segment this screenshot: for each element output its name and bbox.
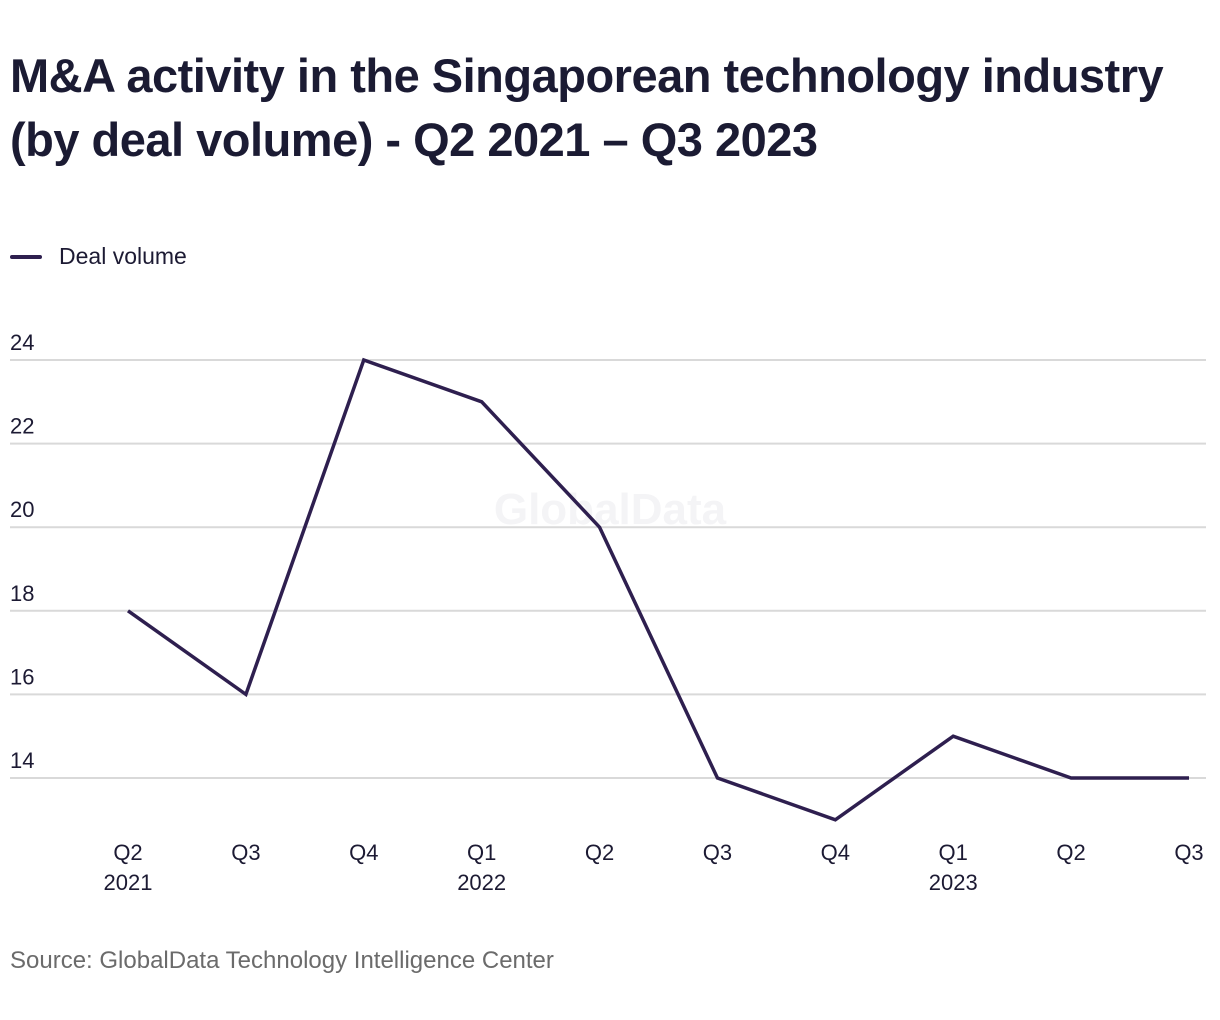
x-tick-label: Q1	[467, 840, 496, 865]
watermark: GlobalData	[494, 485, 727, 534]
series	[126, 357, 1189, 822]
x-tick-label: Q1	[939, 840, 968, 865]
y-tick-label: 14	[10, 748, 34, 773]
x-tick-year-label: 2021	[104, 870, 153, 895]
series-line-deal-volume	[126, 357, 1189, 822]
x-tick-label: Q2	[585, 840, 614, 865]
y-tick-label: 24	[10, 330, 34, 355]
gridlines	[10, 359, 1206, 779]
x-tick-year-label: 2023	[929, 870, 978, 895]
y-axis: 14 16 18 20 22 24	[10, 330, 34, 773]
chart-title: M&A activity in the Singaporean technolo…	[10, 49, 1164, 166]
x-axis: Q2 2021 Q3 Q4 Q1 2022 Q2 Q3 Q4 Q1 2023 Q2 Q3	[104, 840, 1204, 895]
y-tick-label: 20	[10, 497, 34, 522]
y-tick-label: 18	[10, 581, 34, 606]
x-tick-label: Q3	[1174, 840, 1203, 865]
source-note: Source: GlobalData Technology Intelligen…	[10, 947, 554, 974]
x-tick-label: Q3	[231, 840, 260, 865]
x-tick-label: Q2	[1056, 840, 1085, 865]
x-tick-label: Q2	[113, 840, 142, 865]
y-tick-label: 22	[10, 414, 34, 439]
x-tick-year-label: 2022	[457, 870, 506, 895]
x-tick-label: Q4	[821, 840, 850, 865]
x-tick-label: Q3	[703, 840, 732, 865]
legend-label: Deal volume	[59, 243, 187, 269]
legend-line-swatch	[10, 254, 42, 259]
y-tick-label: 16	[10, 664, 34, 689]
legend: Deal volume	[10, 243, 187, 270]
x-tick-label: Q4	[349, 840, 378, 865]
